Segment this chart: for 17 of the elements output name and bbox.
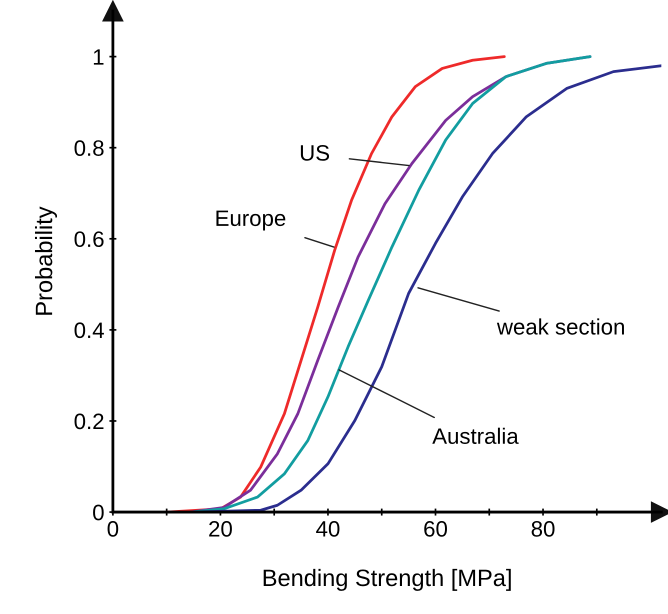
y-tick-label: 0 bbox=[93, 504, 104, 520]
y-axis-title: Probability bbox=[34, 206, 58, 315]
x-axis-title: Bending Strength [MPa] bbox=[264, 568, 511, 591]
x-tick-label: 60 bbox=[424, 520, 447, 537]
annotation: weak section bbox=[496, 318, 624, 335]
x-tick-label: 40 bbox=[316, 520, 340, 537]
annotation: Australia bbox=[432, 428, 519, 444]
x-tick-label: 0 bbox=[108, 520, 118, 537]
y-tick-label: 0.6 bbox=[74, 231, 104, 248]
annotation: Europe bbox=[216, 210, 286, 230]
annotation: US bbox=[300, 145, 330, 161]
x-tick-label: 80 bbox=[532, 520, 555, 537]
y-tick-label: 0.2 bbox=[74, 414, 104, 430]
y-tick-label: 0.8 bbox=[74, 140, 104, 156]
y-tick-label: 0.4 bbox=[74, 322, 104, 338]
y-tick-label: 1 bbox=[94, 49, 104, 65]
x-tick-label: 20 bbox=[209, 520, 232, 537]
